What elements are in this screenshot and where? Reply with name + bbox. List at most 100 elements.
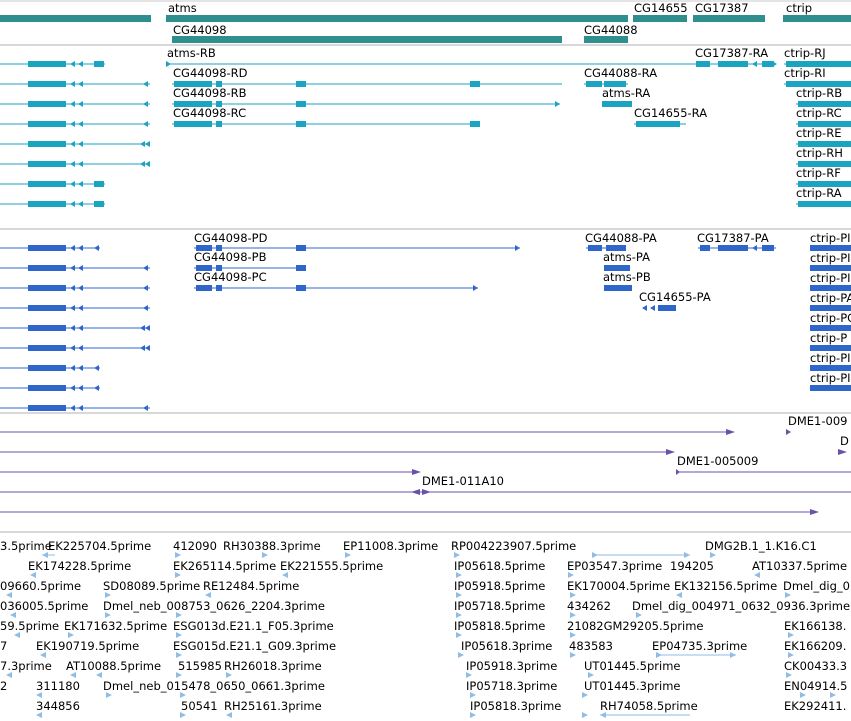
label-cg44088-pa: CG44088-PA bbox=[585, 231, 657, 245]
label-cg44098-pc: CG44098-PC bbox=[194, 270, 267, 284]
est-label: CK00433.3 bbox=[784, 659, 847, 673]
clone-row-5[interactable] bbox=[0, 509, 819, 515]
label-ctrip-rf: ctrip-RF bbox=[796, 166, 841, 180]
est-label: EK292411. bbox=[784, 699, 846, 713]
est-features[interactable] bbox=[6, 552, 836, 718]
label-dme1-005009: DME1-005009 bbox=[677, 454, 758, 468]
label-cg44098-pd: CG44098-PD bbox=[194, 231, 268, 245]
est-track: 3.5prime EK225704.5prime 412090 RH30388.… bbox=[0, 539, 850, 718]
clone-row-1[interactable] bbox=[0, 429, 791, 435]
gene-bar-ctrip[interactable] bbox=[783, 15, 851, 22]
est-label: SD08089.5prime bbox=[103, 579, 200, 593]
label-ctrip-p4: ctrip-PA bbox=[810, 291, 851, 305]
protein-cg44098-pb[interactable] bbox=[194, 265, 306, 271]
est-label: EP03547.3prime bbox=[567, 559, 662, 573]
est-label: ESG013d.E21.1_F05.3prime bbox=[173, 619, 334, 633]
gene-label-ctrip: ctrip bbox=[786, 1, 812, 15]
est-label: IP05618.5prime bbox=[454, 559, 545, 573]
transcript-cg44098-rb[interactable] bbox=[172, 101, 560, 107]
label-atms-pb: atms-PB bbox=[603, 270, 651, 284]
label-cg44098-rd: CG44098-RD bbox=[173, 66, 248, 80]
est-label: DMG2B.1_1.K16.C1 bbox=[705, 539, 817, 553]
est-label: EK171632.5prime bbox=[64, 619, 167, 633]
transcript-ctrip-models[interactable] bbox=[784, 61, 851, 207]
est-label: EK170004.5prime bbox=[567, 579, 670, 593]
protein-atms-pa[interactable] bbox=[604, 265, 630, 271]
transcript-atms-ra[interactable] bbox=[602, 101, 632, 107]
est-label: AT10337.5prime bbox=[752, 559, 847, 573]
label-ctrip-ri: ctrip-RI bbox=[784, 66, 826, 80]
label-ctrip-rj: ctrip-RJ bbox=[784, 46, 826, 60]
est-label: RH26018.3prime bbox=[224, 659, 322, 673]
est-label: Dmel_neb_008753_0626_2204.3prime bbox=[103, 599, 325, 613]
gene-bar-cg14655[interactable] bbox=[633, 15, 687, 22]
transcript-cg17387-ra[interactable] bbox=[694, 61, 776, 67]
protein-atms-pb[interactable] bbox=[604, 285, 632, 291]
protein-cg14655-pa[interactable] bbox=[642, 305, 676, 311]
est-label: RE12484.5prime bbox=[203, 579, 299, 593]
est-label: EK174228.5prime bbox=[28, 559, 131, 573]
label-ctrip-ra: ctrip-RA bbox=[796, 186, 842, 200]
est-label: IP05818.5prime bbox=[454, 619, 545, 633]
label-ctrip-p1: ctrip-PI bbox=[810, 231, 851, 245]
label-cg44098-rc: CG44098-RC bbox=[173, 106, 246, 120]
transcript-track: atms-RB CG44098-RD CG44098-RB CG44098-RC… bbox=[0, 46, 851, 207]
label-ctrip-p2: ctrip-PI bbox=[810, 251, 851, 265]
transcript-cg44098-rd[interactable] bbox=[172, 81, 562, 87]
gene-bar-cg44098[interactable] bbox=[172, 36, 562, 43]
protein-cg44098-pd[interactable] bbox=[194, 245, 520, 251]
est-label: 194205 bbox=[670, 559, 714, 573]
est-label: IP05718.5prime bbox=[454, 599, 545, 613]
est-label: RH30388.3prime bbox=[223, 539, 321, 553]
est-label: 311180 bbox=[36, 679, 80, 693]
label-ctrip-re: ctrip-RE bbox=[796, 126, 841, 140]
gene-bar-cg17387[interactable] bbox=[693, 15, 765, 22]
transcript-cg14655-ra[interactable] bbox=[634, 121, 686, 127]
est-label: 09660.5prime bbox=[0, 579, 81, 593]
label-ctrip-p6: ctrip-P bbox=[810, 331, 847, 345]
est-label: EK225704.5prime bbox=[48, 539, 151, 553]
clone-row-2[interactable] bbox=[0, 449, 847, 455]
gene-bar-cg44088[interactable] bbox=[584, 36, 628, 43]
protein-cg44088-pa[interactable] bbox=[586, 245, 626, 251]
est-label: 515985 bbox=[178, 659, 222, 673]
est-label: UT01445.3prime bbox=[584, 679, 681, 693]
transcript-atms-rb[interactable] bbox=[166, 61, 777, 67]
label-ctrip-p8: ctrip-PI bbox=[810, 371, 851, 385]
est-label: EK166209. bbox=[784, 639, 846, 653]
est-label: EP04735.3prime bbox=[652, 639, 747, 653]
est-label: Dmel_dig_0 bbox=[783, 579, 850, 593]
est-label: EK190719.5prime bbox=[36, 639, 139, 653]
est-label: 59.5prime bbox=[0, 619, 59, 633]
est-label: RH25161.3prime bbox=[224, 699, 322, 713]
gene-bar-left[interactable] bbox=[0, 15, 151, 22]
label-cg17387-pa: CG17387-PA bbox=[697, 231, 769, 245]
protein-ctrip-models[interactable] bbox=[810, 245, 851, 391]
est-label: IP05718.3prime bbox=[466, 679, 557, 693]
est-label: EK132156.5prime bbox=[674, 579, 777, 593]
transcript-cg44098-rc[interactable] bbox=[172, 121, 480, 127]
est-label: ESG015d.E21.1_G09.3prime bbox=[173, 639, 336, 653]
est-label: RH74058.5prime bbox=[600, 699, 698, 713]
est-label: 21082GM29205.5prime bbox=[567, 619, 703, 633]
gene-bar-atms[interactable] bbox=[166, 15, 628, 22]
est-label: IP05818.3prime bbox=[470, 699, 561, 713]
label-atms-pa: atms-PA bbox=[603, 250, 650, 264]
clone-row-3[interactable] bbox=[0, 469, 851, 475]
est-label: IP05918.3prime bbox=[466, 659, 557, 673]
protein-left-models[interactable] bbox=[0, 245, 150, 411]
transcript-left-models[interactable] bbox=[0, 61, 150, 207]
est-label: 3.5prime bbox=[0, 539, 52, 553]
label-cg44098-pb: CG44098-PB bbox=[194, 250, 267, 264]
label-ctrip-rb: ctrip-RB bbox=[796, 86, 842, 100]
protein-cg17387-pa[interactable] bbox=[698, 245, 776, 251]
transcript-cg44088-ra[interactable] bbox=[584, 81, 628, 87]
clone-row-4[interactable] bbox=[0, 489, 851, 495]
gene-label-cg44098: CG44098 bbox=[173, 23, 227, 37]
protein-cg44098-pc[interactable] bbox=[194, 285, 478, 291]
label-dme1-011a10: DME1-011A10 bbox=[422, 474, 504, 488]
gene-label-cg14655: CG14655 bbox=[634, 1, 688, 15]
est-label: UT01445.5prime bbox=[584, 659, 681, 673]
label-dme1-009: DME1-009 bbox=[788, 414, 847, 428]
